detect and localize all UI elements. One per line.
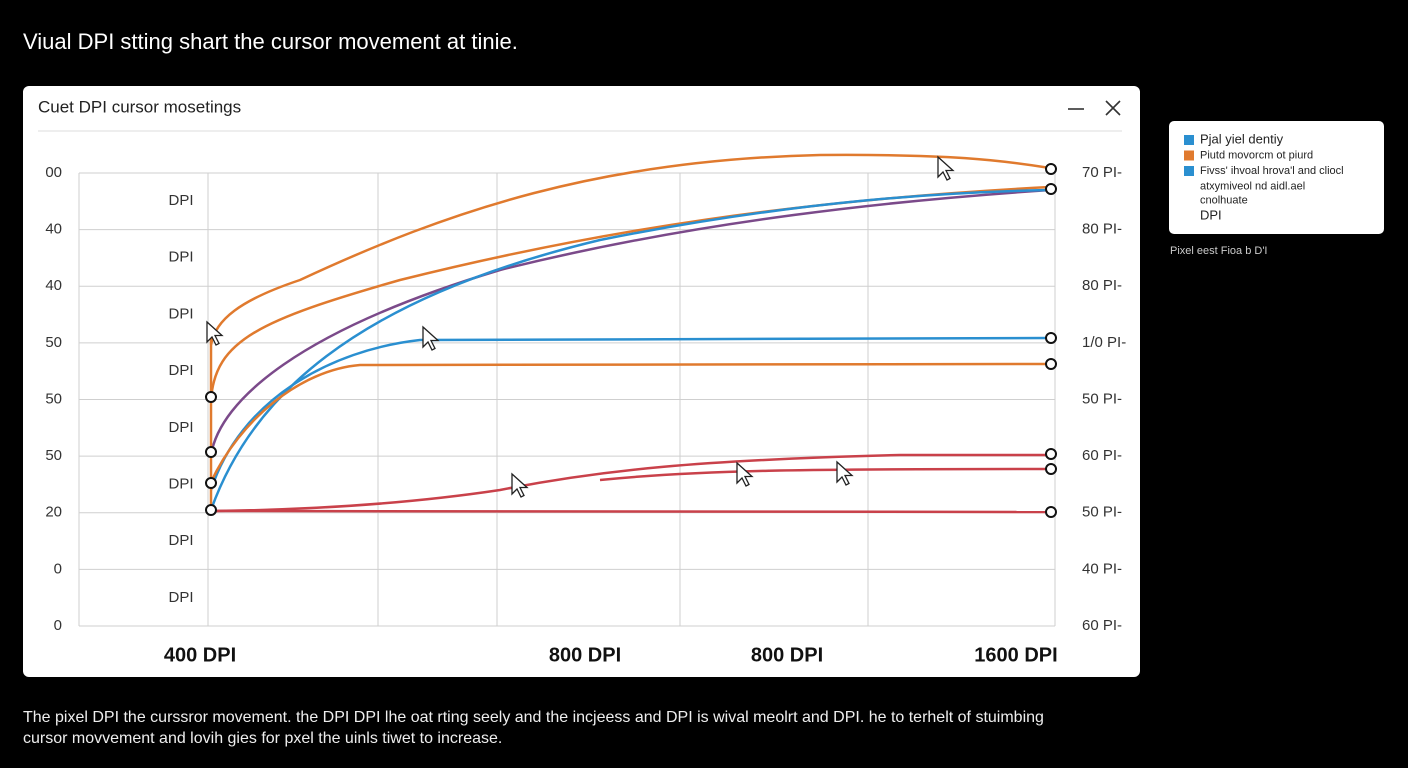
window-title: Cuet DPI cursor mosetings <box>38 97 241 116</box>
left-axis-label: 0 <box>54 617 62 634</box>
curve <box>210 509 1051 514</box>
x-axis-label: 1600 DPI <box>974 644 1057 666</box>
right-axis-label: 50 PI- <box>1082 390 1122 407</box>
left-axis-label: 40 <box>45 277 62 294</box>
curve <box>209 153 1051 346</box>
legend-box <box>1169 121 1384 234</box>
curve <box>599 467 1051 482</box>
point <box>1045 332 1057 344</box>
right-axis-label: 50 PI- <box>1082 504 1122 521</box>
left-axis-label: 50 <box>45 447 62 464</box>
legend-swatch <box>1184 150 1194 161</box>
cursor-icon <box>422 325 440 351</box>
dpi-label: DPI <box>168 532 193 549</box>
legend-label: Pjal yiel dentiy <box>1200 131 1284 146</box>
point <box>205 504 217 516</box>
right-axis-label: 1/0 PI- <box>1082 334 1126 351</box>
right-axis-label: 80 PI- <box>1082 221 1122 238</box>
grid <box>78 172 1056 627</box>
legend-label: Piutd movorcm ot piurd <box>1200 149 1313 161</box>
right-axis-label: 60 PI- <box>1082 447 1122 464</box>
cursor-icon <box>736 461 754 487</box>
point <box>1045 463 1057 475</box>
left-axis-label: 50 <box>45 334 62 351</box>
left-axis-label: 00 <box>45 164 62 181</box>
legend-footer: DPI <box>1200 207 1222 222</box>
legend-label: atxymiveol nd aidl.ael <box>1200 180 1305 192</box>
x-axis-label: 400 DPI <box>164 644 236 666</box>
legend-swatch <box>1184 135 1194 145</box>
point <box>1045 358 1057 370</box>
legend-label: cnolhuate <box>1200 194 1248 206</box>
right-axis-label: 40 PI- <box>1082 560 1122 577</box>
left-axis-label: 0 <box>54 560 62 577</box>
dpi-label: DPI <box>168 419 193 436</box>
window-panel <box>23 86 1140 677</box>
x-axis-label: 800 DPI <box>549 644 621 666</box>
page-title: Viual DPI stting shart the cursor moveme… <box>23 29 518 54</box>
window: Cuet DPI cursor mosetings <box>23 86 1140 677</box>
dpi-label: DPI <box>168 192 193 209</box>
curve <box>209 362 1051 483</box>
x-axis-label: 800 DPI <box>751 644 823 666</box>
left-axis-label: 50 <box>45 390 62 407</box>
right-axis-label: 80 PI- <box>1082 277 1122 294</box>
cursor-icon <box>937 155 955 181</box>
point <box>205 446 217 458</box>
dpi-label: DPI <box>168 249 193 266</box>
left-axis-label: 20 <box>45 504 62 521</box>
legend-swatch <box>1184 166 1194 176</box>
point <box>205 477 217 489</box>
caption-line: cursor movvement and lovih gies for pxel… <box>23 730 502 747</box>
right-axis-label: 70 PI- <box>1082 164 1122 181</box>
point <box>205 391 217 403</box>
legend-caption: Pixel eest Fioa b D'I <box>1170 245 1267 257</box>
dpi-label: DPI <box>168 589 193 606</box>
right-axis-label: 60 PI- <box>1082 617 1122 634</box>
point <box>1045 506 1057 518</box>
dpi-label: DPI <box>168 475 193 492</box>
point <box>1045 183 1057 195</box>
caption-line: The pixel DPI the curssror movement. the… <box>23 709 1044 726</box>
curve <box>209 188 1051 511</box>
cursor-icon <box>511 472 529 498</box>
curves <box>209 153 1051 514</box>
legend <box>1169 121 1384 234</box>
curve <box>209 188 1051 456</box>
point <box>1045 163 1057 175</box>
legend-items: Pjal yiel dentiy Piutd movorcm ot piurd Fi… <box>1184 131 1344 206</box>
points <box>205 163 1057 518</box>
point <box>1045 448 1057 460</box>
legend-label: Fivss' ihvoal hrova'l and cliocl <box>1200 165 1344 177</box>
cursor-icon <box>206 320 224 346</box>
cursors <box>206 155 955 498</box>
dpi-label: DPI <box>168 305 193 322</box>
cursor-icon <box>836 460 854 486</box>
dpi-label: DPI <box>168 362 193 379</box>
left-axis-label: 40 <box>45 221 62 238</box>
close-button[interactable] <box>1105 100 1121 116</box>
